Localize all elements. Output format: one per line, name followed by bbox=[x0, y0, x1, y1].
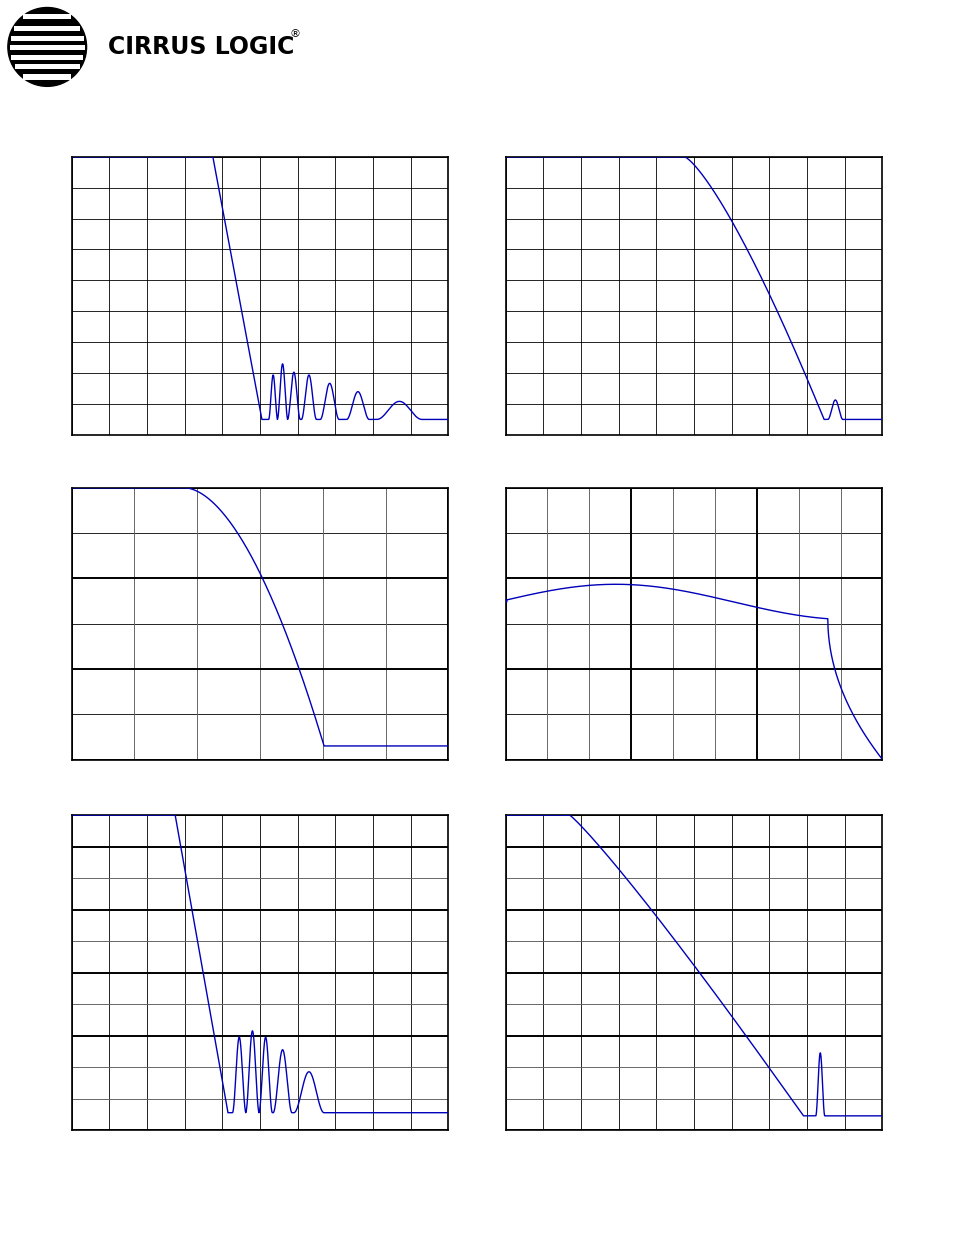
FancyBboxPatch shape bbox=[10, 36, 84, 41]
FancyBboxPatch shape bbox=[14, 26, 80, 31]
FancyBboxPatch shape bbox=[11, 54, 83, 59]
Text: CIRRUS LOGIC: CIRRUS LOGIC bbox=[108, 35, 294, 59]
FancyBboxPatch shape bbox=[10, 46, 85, 51]
FancyBboxPatch shape bbox=[23, 15, 71, 20]
Text: ®: ® bbox=[290, 30, 300, 40]
Ellipse shape bbox=[8, 7, 87, 86]
FancyBboxPatch shape bbox=[23, 74, 71, 79]
FancyBboxPatch shape bbox=[15, 64, 79, 69]
